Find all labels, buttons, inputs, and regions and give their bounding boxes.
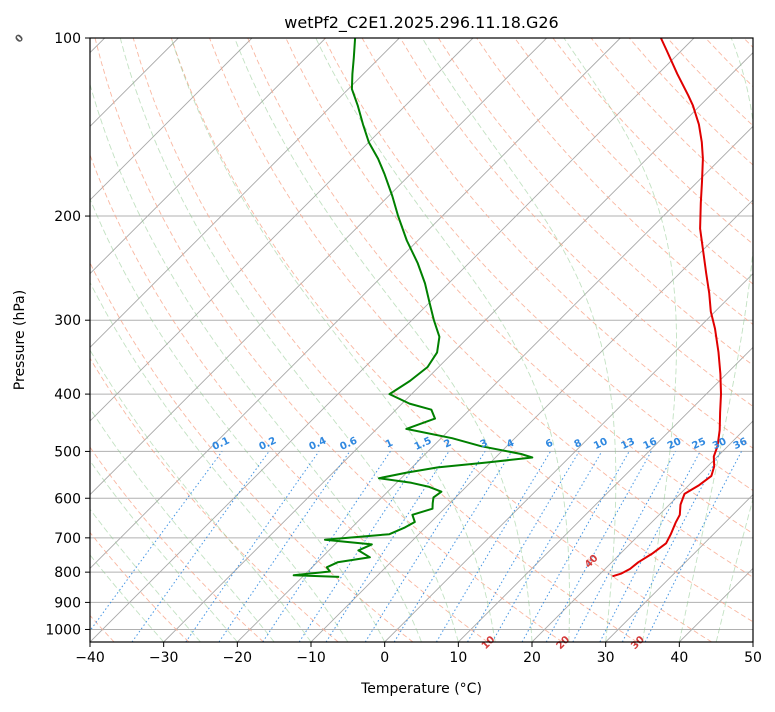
moist-adiabat: [43, 38, 385, 642]
moist-adiabat: [564, 38, 677, 642]
mixing-ratio-label: 4: [505, 438, 516, 451]
mixing-ratio-label: 0.2: [258, 435, 279, 452]
x-tick-label: −20: [223, 650, 253, 666]
isotherm-line: [164, 38, 768, 642]
mixing-ratio-line: [219, 451, 350, 642]
y-tick-label: 700: [54, 531, 81, 547]
mixing-ratio-line: [468, 451, 580, 642]
dry-adiabat: [19, 38, 413, 642]
axes: −40 −30 −20 −10 0 10 20 30 40 50 100 200 300 400 500 60…: [45, 31, 762, 666]
isotherm-line: [0, 38, 326, 642]
dry-adiabat: [553, 38, 775, 642]
x-axis-label: Temperature (°C): [360, 681, 482, 697]
mixing-ratio-label: 0.1: [211, 435, 232, 452]
mixing-ratio-line: [299, 451, 424, 642]
dry-adiabat: [515, 38, 775, 642]
x-tick-label: 20: [523, 650, 541, 666]
dry-adiabat-label: 30: [629, 634, 647, 652]
dry-adiabat: [591, 38, 775, 642]
mixing-ratio-label: 10: [592, 436, 609, 452]
x-tick-label: −10: [296, 650, 326, 666]
mixing-ratio-label: 1: [384, 438, 395, 451]
dry-adiabat: [438, 38, 775, 642]
dry-adiabat-label: 40: [583, 553, 601, 571]
x-tick-label: −30: [149, 650, 179, 666]
moist-adiabat: [0, 38, 274, 642]
x-tick-label: 10: [449, 650, 467, 666]
isotherm-line: [90, 38, 694, 642]
y-tick-label: 200: [54, 209, 81, 225]
y-tick-label: 400: [54, 387, 81, 403]
isotherm-line: [679, 38, 775, 642]
isotherm-line: [0, 38, 252, 642]
y-tick-label: 800: [54, 565, 81, 581]
y-axis-label: Pressure (hPa): [12, 290, 28, 390]
mixing-ratio-line: [82, 451, 222, 642]
line-labels: 0.10.20.40.611.52346810131620253036-100-…: [0, 26, 749, 652]
dry-adiabat: [0, 38, 264, 642]
dry-adiabat: [0, 38, 338, 642]
mixing-ratio-label: 1.5: [413, 435, 434, 452]
mixing-ratio-label: 16: [642, 436, 659, 452]
mixing-ratio-line: [436, 451, 550, 642]
mixing-ratio-label: 30: [711, 436, 728, 452]
y-tick-label: 600: [54, 491, 81, 507]
chart-title: wetPf2_C2E1.2025.296.11.18.G26: [284, 13, 558, 33]
isotherm-line: [0, 38, 399, 642]
isotherm-line: [753, 38, 775, 642]
moist-adiabat: [716, 38, 775, 642]
background-lines: [0, 38, 775, 642]
y-tick-label: 100: [54, 31, 81, 47]
moist-adiabat: [235, 38, 532, 642]
moist-adiabat: [171, 38, 495, 642]
mixing-ratio-line: [546, 451, 651, 642]
moist-adiabat: [316, 38, 570, 642]
x-tick-label: 50: [744, 650, 762, 666]
dry-adiabat-label: 0: [13, 33, 26, 46]
moist-adiabat: [0, 38, 311, 642]
moist-adiabat: [753, 38, 775, 642]
mixing-ratio-label: 36: [732, 436, 749, 452]
dry-adiabat: [133, 38, 637, 642]
y-tick-label: 300: [54, 313, 81, 329]
mixing-ratio-label: 0.4: [308, 435, 329, 452]
isotherm-line: [0, 38, 547, 642]
mixing-ratio-label: 25: [691, 436, 708, 452]
dry-adiabat: [744, 38, 775, 642]
dry-adiabat: [667, 38, 775, 642]
mixing-ratio-label: 3: [479, 438, 490, 451]
isotherm-line: [16, 38, 620, 642]
moist-adiabat: [679, 38, 756, 642]
mixing-ratio-label: 2: [442, 438, 453, 451]
isotherm-line: [458, 38, 775, 642]
x-tick-label: 0: [380, 650, 389, 666]
mixing-ratio-line: [645, 451, 741, 642]
isotherm-line: [311, 38, 775, 642]
temperature-profile: [612, 38, 721, 576]
moist-adiabat: [0, 38, 237, 642]
mixing-ratio-label: 13: [619, 436, 636, 452]
y-tick-label: 900: [54, 595, 81, 611]
dry-adiabat-label: 20: [555, 634, 573, 652]
y-tick-label: 1000: [45, 622, 81, 638]
dry-adiabat: [171, 38, 711, 642]
dewpoint-profile: [294, 38, 533, 577]
x-tick-label: −40: [75, 650, 105, 666]
x-tick-label: 30: [597, 650, 615, 666]
x-tick-label: 40: [670, 650, 688, 666]
dry-adiabat-label: 10: [480, 634, 498, 652]
y-tick-label: 500: [54, 444, 81, 460]
